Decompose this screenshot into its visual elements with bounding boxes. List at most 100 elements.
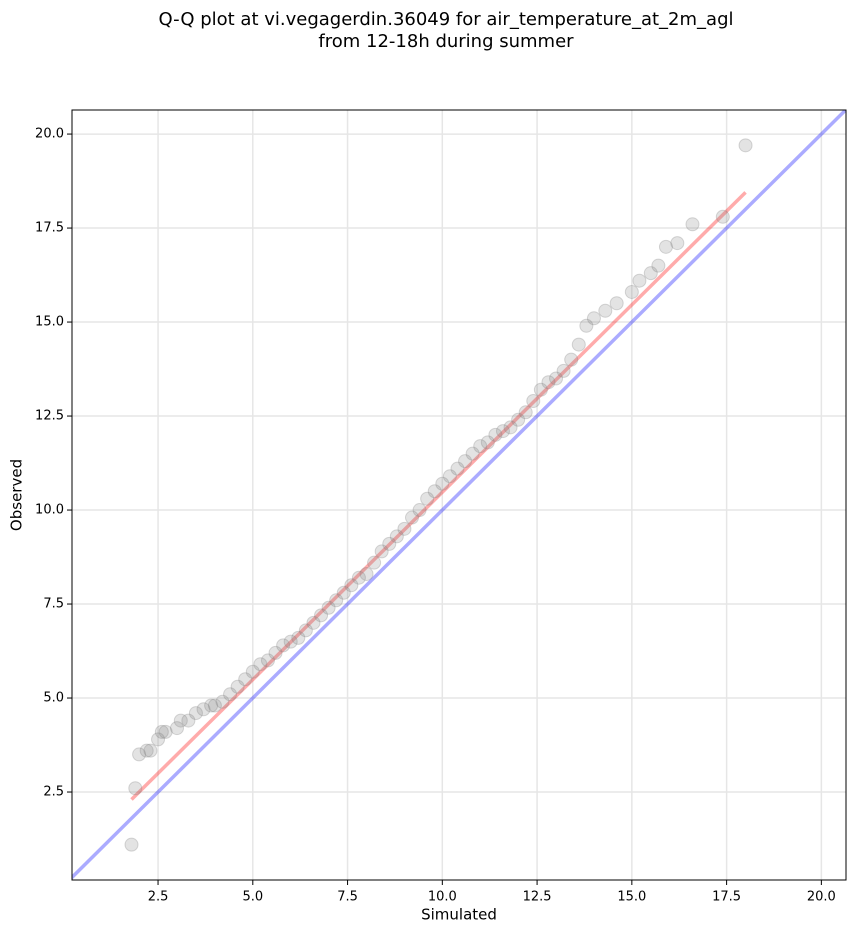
point [329,593,344,608]
x-tick-label: 5.0 [242,890,263,905]
y-tick-label: 20.0 [35,127,64,142]
point [495,424,510,439]
point [420,491,435,506]
y-tick-label: 17.5 [35,221,64,236]
y-tick-label: 2.5 [43,785,64,800]
point [643,266,658,281]
point [488,427,503,442]
point [404,510,419,525]
point [336,585,351,600]
point [442,469,457,484]
point [571,337,586,352]
point [314,608,329,623]
point [526,394,541,409]
point [518,405,533,420]
point [260,653,275,668]
point [412,503,427,518]
point [458,454,473,469]
point [298,623,313,638]
point [344,578,359,593]
point [586,311,601,326]
point [632,273,647,288]
point [283,634,298,649]
point [549,371,564,386]
point [382,536,397,551]
point [181,713,196,728]
fit-line [130,191,747,801]
point [658,239,673,254]
x-tick-label: 20.0 [807,890,836,905]
x-tick-label: 12.5 [523,890,552,905]
point [367,555,382,570]
point [207,698,222,713]
point [128,781,143,796]
point [132,747,147,762]
point [541,375,556,390]
x-tick-label: 17.5 [712,890,741,905]
point [215,694,230,709]
point [609,296,624,311]
point [397,521,412,536]
point [389,529,404,544]
point [533,382,548,397]
point [564,352,579,367]
point [276,638,291,653]
point [230,679,245,694]
point [480,435,495,450]
point [624,284,639,299]
y-tick-label: 10.0 [35,503,64,518]
point [651,258,666,273]
point [738,138,753,153]
grid [72,110,846,880]
point [245,664,260,679]
x-axis-label: Simulated [421,906,497,924]
y-tick-label: 5.0 [43,691,64,706]
point [268,645,283,660]
point [670,236,685,251]
point [473,439,488,454]
point [238,672,253,687]
point [173,713,188,728]
point [321,600,336,615]
point [465,446,480,461]
chart-title: Q-Q plot at vi.vegagerdin.36049 for air_… [159,9,734,30]
point [450,461,465,476]
point [556,363,571,378]
y-axis-label: Observed [8,459,26,531]
plot-frame [71,109,847,881]
point [169,721,184,736]
point [511,412,526,427]
point [154,724,169,739]
y-tick-label: 15.0 [35,315,64,330]
point [188,706,203,721]
point [715,209,730,224]
point [158,724,173,739]
point [427,484,442,499]
x-tick-label: 2.5 [148,890,169,905]
point [139,743,154,758]
point [124,837,139,852]
point [223,687,238,702]
point [598,303,613,318]
point [291,630,306,645]
plot-area [72,110,846,880]
point [253,657,268,672]
point [196,702,211,717]
point [359,566,374,581]
x-tick-label: 15.0 [617,890,646,905]
point [306,615,321,630]
x-tick-label: 7.5 [337,890,358,905]
point [685,217,700,232]
chart-subtitle: from 12-18h during summer [318,31,574,52]
point [351,570,366,585]
point [374,544,389,559]
point [151,732,166,747]
point [435,476,450,491]
point [579,318,594,333]
point [503,420,518,435]
point [204,698,219,713]
fit-line [72,110,846,880]
x-tick-label: 10.0 [428,890,457,905]
